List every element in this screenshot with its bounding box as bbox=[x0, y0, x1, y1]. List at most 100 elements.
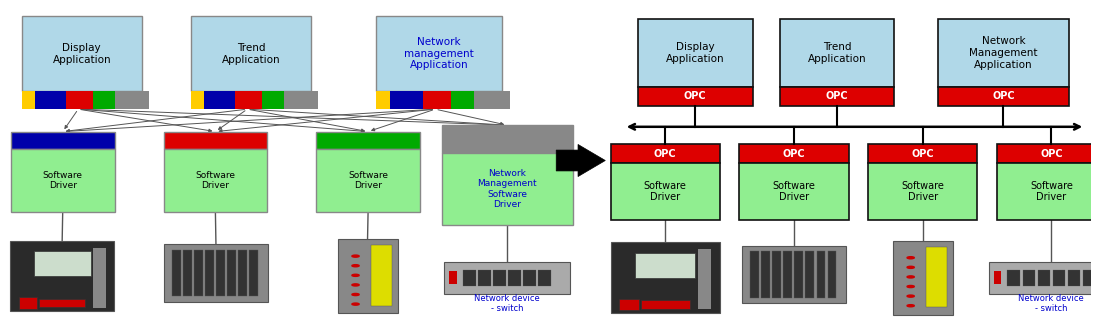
FancyBboxPatch shape bbox=[191, 91, 204, 109]
Circle shape bbox=[907, 257, 914, 259]
FancyBboxPatch shape bbox=[249, 250, 258, 296]
FancyBboxPatch shape bbox=[1053, 270, 1066, 286]
Circle shape bbox=[352, 303, 360, 305]
FancyBboxPatch shape bbox=[426, 91, 457, 109]
FancyBboxPatch shape bbox=[449, 271, 457, 284]
FancyBboxPatch shape bbox=[164, 132, 267, 149]
FancyBboxPatch shape bbox=[751, 251, 760, 298]
FancyBboxPatch shape bbox=[640, 300, 690, 309]
FancyBboxPatch shape bbox=[376, 91, 390, 109]
FancyBboxPatch shape bbox=[740, 163, 848, 220]
FancyBboxPatch shape bbox=[611, 242, 720, 313]
FancyBboxPatch shape bbox=[115, 91, 142, 109]
FancyBboxPatch shape bbox=[35, 91, 67, 109]
FancyBboxPatch shape bbox=[198, 91, 238, 109]
FancyBboxPatch shape bbox=[70, 91, 99, 109]
FancyBboxPatch shape bbox=[93, 91, 115, 109]
FancyBboxPatch shape bbox=[445, 262, 569, 294]
FancyBboxPatch shape bbox=[938, 19, 1069, 87]
Text: Software
Driver: Software Driver bbox=[902, 181, 944, 203]
FancyBboxPatch shape bbox=[34, 251, 91, 276]
Circle shape bbox=[352, 284, 360, 286]
Text: Network device
- switch: Network device - switch bbox=[474, 294, 540, 313]
FancyBboxPatch shape bbox=[390, 91, 423, 109]
FancyBboxPatch shape bbox=[173, 250, 181, 296]
FancyBboxPatch shape bbox=[227, 250, 236, 296]
FancyBboxPatch shape bbox=[19, 297, 37, 308]
FancyBboxPatch shape bbox=[827, 251, 836, 298]
FancyBboxPatch shape bbox=[11, 132, 115, 149]
Text: OPC: OPC bbox=[992, 91, 1014, 101]
Text: Software
Driver: Software Driver bbox=[1030, 181, 1073, 203]
FancyBboxPatch shape bbox=[184, 250, 192, 296]
FancyBboxPatch shape bbox=[989, 262, 1093, 294]
FancyBboxPatch shape bbox=[338, 239, 398, 313]
FancyBboxPatch shape bbox=[11, 149, 115, 212]
FancyBboxPatch shape bbox=[376, 16, 502, 91]
Circle shape bbox=[907, 295, 914, 297]
FancyBboxPatch shape bbox=[316, 149, 420, 212]
FancyBboxPatch shape bbox=[164, 149, 267, 212]
FancyBboxPatch shape bbox=[284, 91, 310, 109]
FancyBboxPatch shape bbox=[205, 250, 214, 296]
Text: OPC: OPC bbox=[912, 149, 935, 159]
FancyBboxPatch shape bbox=[620, 299, 639, 310]
FancyBboxPatch shape bbox=[204, 91, 235, 109]
FancyBboxPatch shape bbox=[120, 91, 150, 109]
FancyBboxPatch shape bbox=[463, 270, 475, 286]
Text: Software
Driver: Software Driver bbox=[644, 181, 686, 203]
FancyBboxPatch shape bbox=[262, 91, 284, 109]
FancyBboxPatch shape bbox=[191, 16, 310, 91]
Text: Network device
- switch: Network device - switch bbox=[1019, 294, 1084, 313]
FancyBboxPatch shape bbox=[779, 87, 894, 106]
Polygon shape bbox=[556, 144, 606, 177]
FancyBboxPatch shape bbox=[635, 253, 695, 278]
FancyBboxPatch shape bbox=[773, 251, 781, 298]
FancyBboxPatch shape bbox=[493, 270, 506, 286]
FancyBboxPatch shape bbox=[10, 241, 114, 311]
FancyBboxPatch shape bbox=[926, 247, 947, 307]
FancyBboxPatch shape bbox=[238, 91, 268, 109]
FancyBboxPatch shape bbox=[508, 270, 521, 286]
FancyBboxPatch shape bbox=[784, 251, 792, 298]
FancyBboxPatch shape bbox=[479, 270, 491, 286]
FancyBboxPatch shape bbox=[997, 163, 1093, 220]
FancyBboxPatch shape bbox=[164, 244, 268, 302]
FancyBboxPatch shape bbox=[539, 270, 551, 286]
FancyBboxPatch shape bbox=[779, 19, 894, 87]
FancyBboxPatch shape bbox=[1068, 270, 1080, 286]
Text: Trend
Application: Trend Application bbox=[808, 42, 867, 64]
FancyBboxPatch shape bbox=[216, 250, 225, 296]
Circle shape bbox=[907, 266, 914, 268]
FancyBboxPatch shape bbox=[67, 91, 93, 109]
Text: OPC: OPC bbox=[1041, 149, 1062, 159]
FancyBboxPatch shape bbox=[22, 16, 142, 91]
FancyBboxPatch shape bbox=[868, 144, 977, 163]
FancyBboxPatch shape bbox=[1037, 270, 1050, 286]
Text: Software
Driver: Software Driver bbox=[773, 181, 815, 203]
FancyBboxPatch shape bbox=[22, 91, 30, 109]
Circle shape bbox=[352, 274, 360, 276]
FancyBboxPatch shape bbox=[938, 87, 1069, 106]
FancyBboxPatch shape bbox=[316, 132, 420, 149]
FancyBboxPatch shape bbox=[384, 91, 426, 109]
FancyBboxPatch shape bbox=[450, 91, 473, 109]
FancyBboxPatch shape bbox=[191, 91, 198, 109]
FancyBboxPatch shape bbox=[30, 91, 70, 109]
FancyBboxPatch shape bbox=[638, 19, 752, 87]
FancyBboxPatch shape bbox=[611, 163, 720, 220]
Text: Software
Driver: Software Driver bbox=[348, 171, 388, 190]
Text: Software
Driver: Software Driver bbox=[196, 171, 235, 190]
FancyBboxPatch shape bbox=[994, 271, 1001, 284]
Text: Display
Application: Display Application bbox=[52, 43, 111, 65]
Text: OPC: OPC bbox=[825, 91, 848, 101]
Circle shape bbox=[352, 265, 360, 267]
FancyBboxPatch shape bbox=[611, 144, 720, 163]
Circle shape bbox=[352, 293, 360, 296]
Circle shape bbox=[907, 276, 914, 278]
Text: Network
Management
Application: Network Management Application bbox=[969, 37, 1037, 70]
FancyBboxPatch shape bbox=[638, 87, 752, 106]
FancyBboxPatch shape bbox=[762, 251, 771, 298]
FancyBboxPatch shape bbox=[289, 91, 318, 109]
FancyBboxPatch shape bbox=[997, 144, 1093, 163]
